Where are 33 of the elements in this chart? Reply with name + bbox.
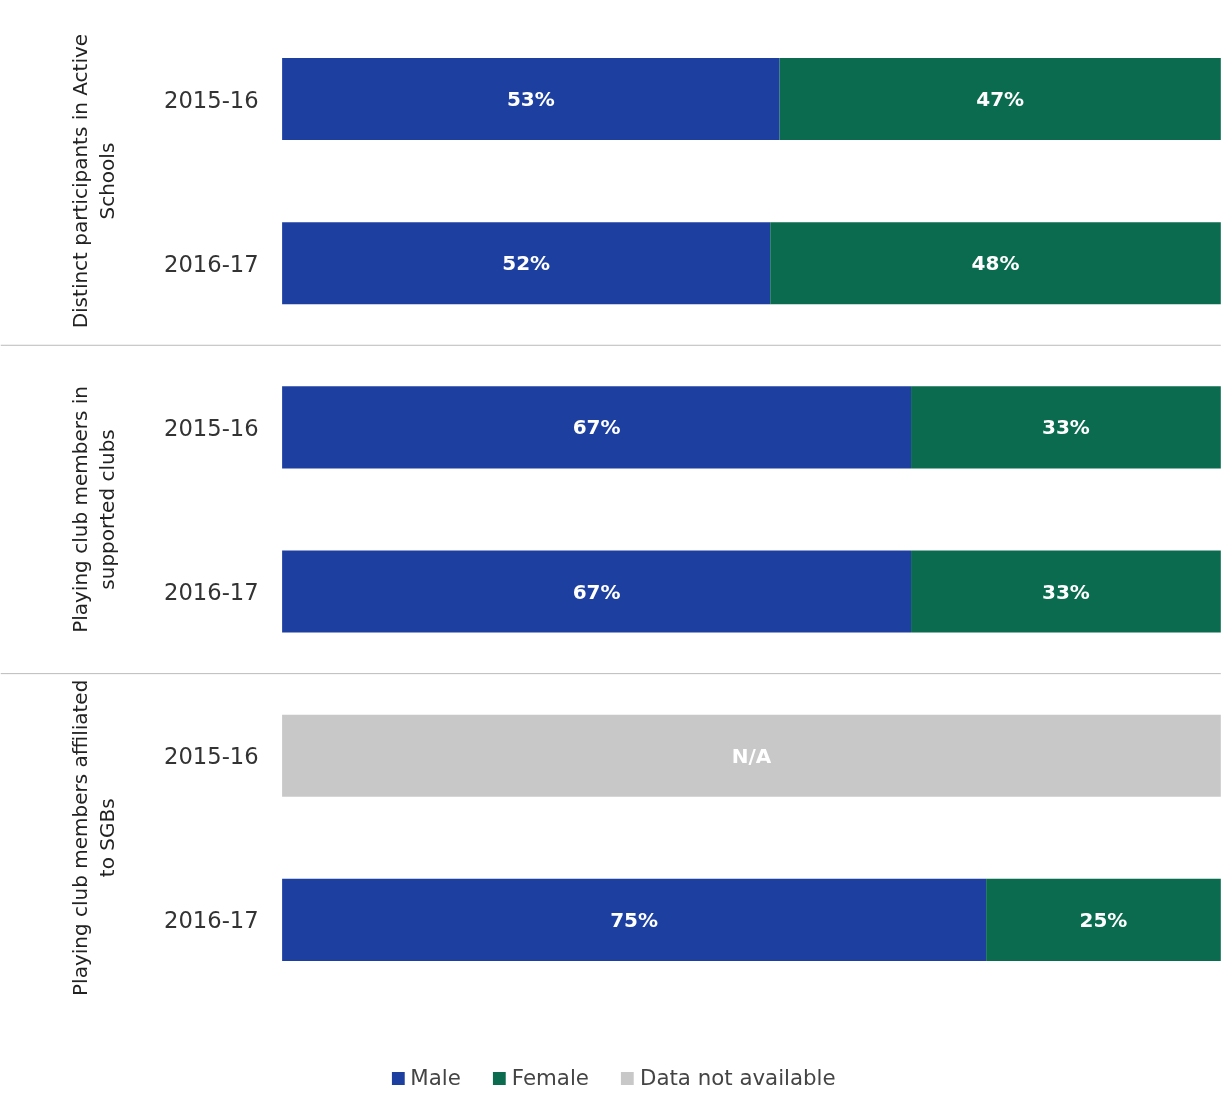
y-tick-label: 2016-17 bbox=[163, 250, 259, 277]
bar bbox=[911, 386, 1221, 469]
data-label: 48% bbox=[971, 251, 1020, 276]
y-tick-label: 2015-16 bbox=[163, 743, 259, 770]
bar bbox=[282, 878, 987, 961]
data-label: 67% bbox=[572, 415, 621, 440]
text: Playing club members affiliated to SGBs bbox=[68, 679, 119, 996]
bar bbox=[282, 550, 912, 633]
y-tick-label: 2016-17 bbox=[163, 907, 259, 934]
bar bbox=[986, 878, 1221, 961]
data-label: 75% bbox=[610, 907, 659, 932]
text: Distinct participants in Active Schools bbox=[68, 33, 119, 329]
bar bbox=[911, 550, 1221, 633]
data-label: 53% bbox=[506, 87, 555, 112]
text: Playing club members in supported clubs bbox=[68, 386, 119, 633]
data-label: 25% bbox=[1079, 907, 1128, 932]
data-label: 67% bbox=[572, 579, 621, 604]
data-label: 47% bbox=[976, 87, 1025, 112]
bar bbox=[779, 57, 1221, 141]
bar bbox=[282, 57, 780, 141]
bar bbox=[282, 714, 1221, 797]
y-tick-label: 2015-16 bbox=[163, 86, 259, 113]
bar bbox=[282, 222, 771, 305]
y-tick-label: 2016-17 bbox=[163, 579, 259, 606]
y-tick-label: 2015-16 bbox=[163, 414, 259, 441]
legend-label: Data not available bbox=[639, 1065, 836, 1090]
data-label: 33% bbox=[1041, 579, 1090, 604]
bar bbox=[282, 386, 912, 469]
bar bbox=[770, 222, 1221, 305]
data-label: 33% bbox=[1041, 415, 1090, 440]
legend-label: Male bbox=[410, 1065, 461, 1090]
legend-label: Female bbox=[511, 1065, 589, 1090]
data-label: 52% bbox=[502, 251, 551, 276]
